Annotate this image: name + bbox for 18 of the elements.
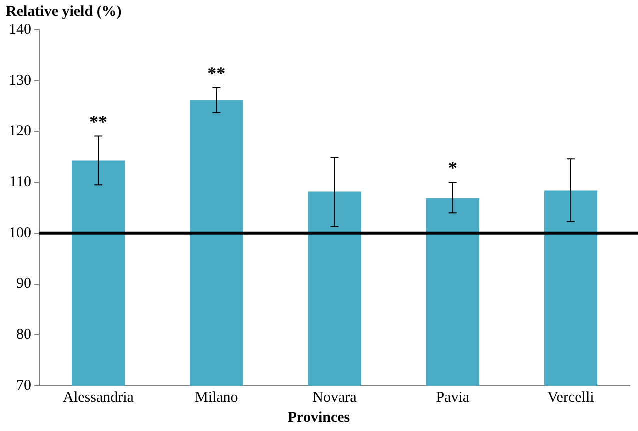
y-tick-label: 120 [9, 124, 32, 140]
x-axis-title: Provinces [286, 410, 352, 427]
annotation: ** [208, 64, 226, 84]
x-tick-label: Vercelli [548, 390, 594, 406]
y-tick-label: 140 [9, 22, 32, 38]
y-tick-label: 110 [10, 174, 32, 191]
x-tick-label: Pavia [436, 390, 470, 406]
y-tick-label: 90 [16, 276, 32, 292]
y-tick-label: 100 [9, 225, 32, 242]
y-tick-label: 70 [16, 378, 32, 394]
x-tick-label: Alessandria [63, 390, 134, 406]
y-axis-title: Relative yield (%) [6, 4, 122, 21]
x-tick-label: Milano [194, 390, 238, 406]
y-tick-label: 80 [16, 327, 32, 344]
x-tick-label: Novara [312, 390, 358, 406]
annotation: * [448, 158, 458, 178]
annotation: ** [90, 112, 108, 132]
y-tick-label: 130 [9, 72, 32, 89]
